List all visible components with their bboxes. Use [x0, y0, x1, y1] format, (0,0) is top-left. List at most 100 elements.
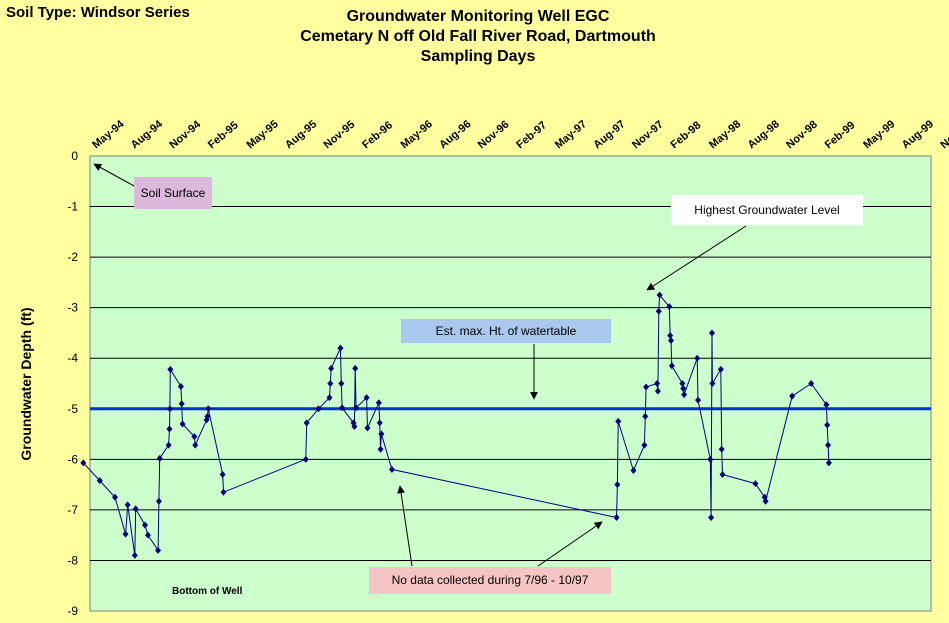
x-tick-label: Nov-99	[938, 119, 949, 152]
x-tick-label: May-98	[707, 118, 743, 151]
x-tick-label: Aug-99	[900, 118, 936, 151]
data-point	[613, 513, 620, 521]
data-point	[155, 546, 162, 554]
arrow-no-data-left	[397, 485, 413, 567]
data-point	[166, 425, 173, 433]
data-point	[302, 455, 309, 463]
data-point	[111, 493, 118, 501]
soil-type-label: Soil Type: Windsor Series	[6, 4, 190, 21]
data-point	[326, 394, 333, 402]
y-tick-label: -9	[67, 604, 78, 618]
data-point	[789, 392, 796, 400]
data-point	[351, 422, 358, 430]
x-tick-label: Feb-97	[514, 119, 549, 151]
y-tick-label: -6	[67, 452, 78, 466]
data-point	[655, 307, 662, 315]
y-axis: 0 -1 -2 -3 -4 -5 -6 -7 -8 -9	[67, 149, 78, 618]
data-point	[363, 394, 370, 402]
data-point	[667, 331, 674, 339]
data-point	[656, 291, 663, 299]
x-tick-label: Feb-96	[360, 119, 395, 151]
series-line	[82, 293, 830, 556]
y-tick-label: -7	[67, 503, 78, 517]
data-point	[695, 396, 702, 404]
y-tick-label: -5	[67, 402, 78, 416]
data-point	[668, 362, 675, 370]
title-line-3: Sampling Days	[420, 48, 536, 65]
title-line-1: Groundwater Monitoring Well EGC	[346, 8, 610, 25]
highest-gw-box: Highest Groundwater Level	[671, 195, 863, 225]
data-point	[614, 481, 621, 489]
x-tick-label: May-97	[553, 118, 589, 151]
data-point	[166, 405, 173, 413]
data-point	[141, 521, 148, 529]
y-tick-label: -1	[67, 200, 78, 214]
x-tick-label: May-96	[399, 118, 435, 151]
data-point	[364, 424, 371, 432]
x-tick-label: Nov-94	[167, 118, 203, 151]
data-point	[654, 387, 661, 395]
arrow-no-data-right	[537, 521, 603, 567]
data-point	[179, 420, 186, 428]
title-line-2: Cemetary N off Old Fall River Road, Dart…	[300, 28, 656, 45]
x-tick-label: Feb-99	[823, 119, 858, 151]
plot-area	[89, 155, 932, 612]
est-max-box: Est. max. Ht. of watertable	[401, 319, 611, 343]
chart-title: Groundwater Monitoring Well EGC Cemetary…	[278, 7, 678, 67]
y-axis-label: Groundwater Depth (ft)	[18, 307, 34, 461]
data-point	[694, 354, 701, 362]
data-point	[680, 385, 687, 393]
data-point	[327, 380, 334, 387]
data-point	[641, 441, 648, 449]
series-well-egc	[80, 291, 832, 559]
data-point	[668, 337, 675, 345]
y-tick-label: -8	[67, 553, 78, 567]
data-point	[328, 364, 335, 372]
x-tick-label: Aug-95	[283, 118, 319, 151]
x-tick-label: Nov-97	[630, 119, 666, 152]
x-tick-label: Feb-98	[668, 119, 703, 151]
data-point	[643, 383, 650, 391]
x-axis: May-94 Aug-94 Nov-94 Feb-95 May-95 Aug-95 Nov-…	[90, 118, 949, 152]
data-point	[192, 441, 199, 449]
data-point	[220, 488, 227, 496]
y-tick-label: -4	[67, 351, 78, 365]
data-point	[808, 380, 815, 387]
data-point	[666, 303, 673, 311]
data-point	[144, 531, 151, 539]
data-point	[823, 401, 830, 409]
x-tick-label: Nov-98	[784, 119, 820, 152]
data-point	[177, 383, 184, 391]
y-tick-label: -2	[67, 250, 78, 264]
data-point	[178, 400, 185, 408]
data-point	[708, 513, 715, 521]
data-point	[378, 430, 385, 438]
data-point	[388, 465, 395, 473]
soil-surface-box: Soil Surface	[134, 177, 212, 209]
data-point	[824, 421, 831, 429]
data-point	[375, 399, 382, 407]
x-tick-label: Aug-98	[746, 118, 782, 151]
data-point	[155, 497, 162, 505]
data-point	[219, 471, 226, 478]
x-tick-label: May-99	[861, 118, 897, 151]
data-point	[717, 365, 724, 373]
data-point	[80, 459, 87, 467]
data-point	[707, 455, 714, 463]
data-point	[132, 505, 139, 513]
data-point	[353, 404, 360, 412]
y-tick-label: -3	[67, 301, 78, 315]
data-point	[709, 380, 716, 387]
data-point	[337, 344, 344, 352]
x-tick-label: Aug-97	[591, 118, 627, 151]
data-point	[377, 445, 384, 453]
data-point	[191, 433, 198, 441]
data-point	[156, 454, 163, 462]
y-tick-label: 0	[71, 149, 78, 163]
data-point	[654, 380, 661, 387]
data-point	[718, 445, 725, 453]
x-tick-label: Aug-96	[437, 118, 473, 151]
data-point	[762, 497, 769, 505]
no-data-box: No data collected during 7/96 - 10/97	[369, 567, 611, 594]
